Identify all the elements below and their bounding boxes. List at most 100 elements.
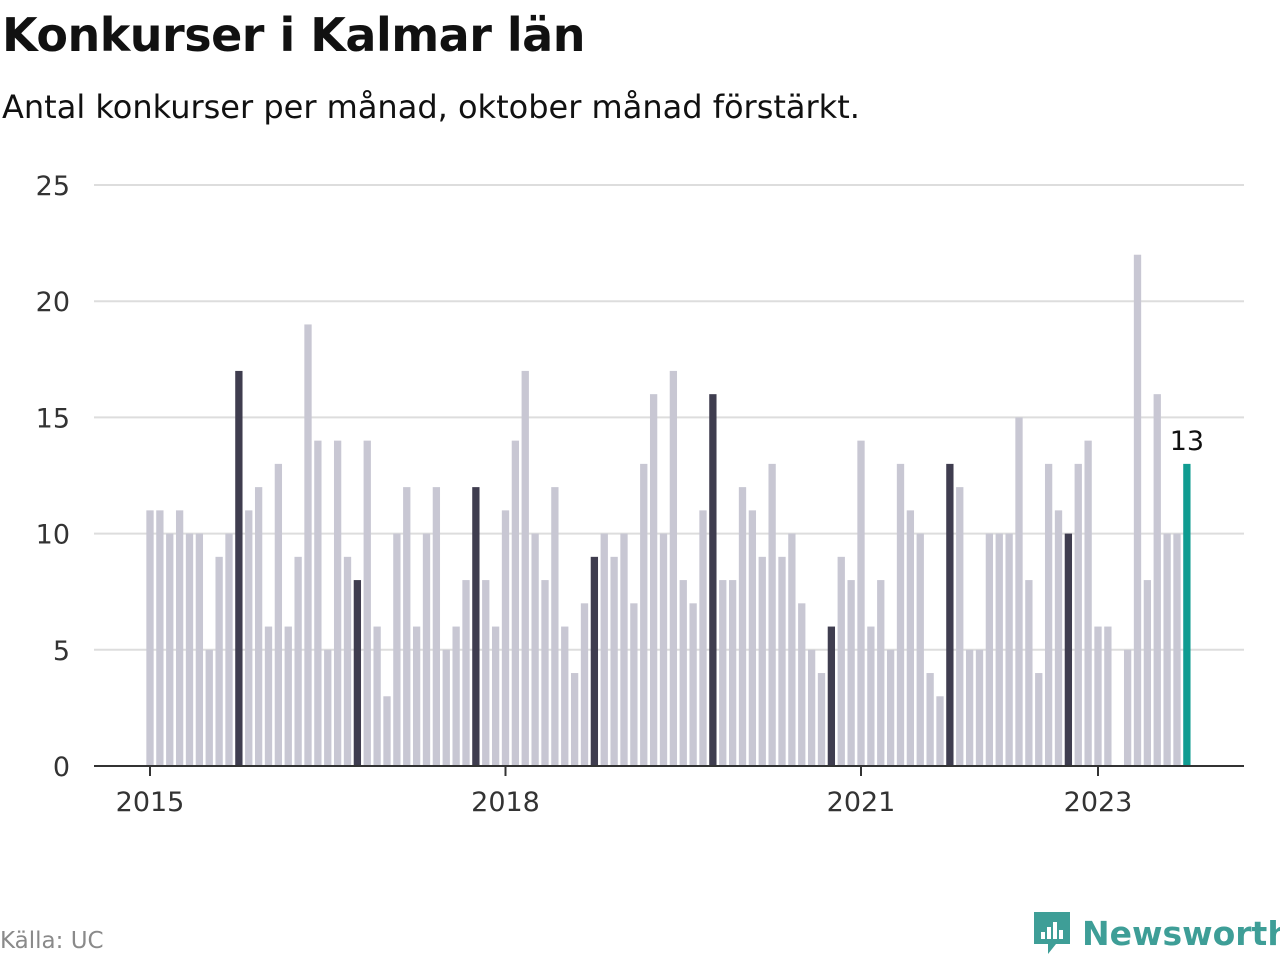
bar [600,533,608,766]
bar [294,556,302,766]
data-labels: 13 [1170,426,1204,457]
x-tick-label: 2021 [827,787,896,818]
bar [649,394,658,766]
bar [877,580,885,766]
bar [1104,626,1112,766]
bar [1094,626,1102,766]
bar [353,580,362,766]
bar [728,580,737,766]
bar [472,487,480,766]
bar [1133,254,1142,766]
bar [541,580,549,766]
bar [1183,463,1191,766]
bar [531,533,539,766]
bar [758,556,766,766]
bar [659,533,668,766]
bar [561,626,569,766]
bar [778,556,786,766]
bar [1084,440,1092,766]
y-axis-ticks: 0 5 10 15 20 25 [36,171,70,783]
bar [383,696,391,766]
x-tick-label: 2015 [116,787,185,818]
x-tick-label: 2023 [1064,787,1133,818]
bar [857,440,865,766]
bar [689,603,697,766]
bar [936,696,944,766]
bar [304,324,312,766]
x-tick-label: 2018 [471,787,540,818]
bar [1035,673,1043,766]
bar [817,673,826,766]
y-tick-label: 0 [53,752,70,783]
bar [1064,533,1073,766]
bar [985,533,994,766]
bar [995,533,1003,766]
bar [195,533,204,766]
bar [896,463,905,766]
bar [412,626,421,766]
bar [393,533,401,766]
bar [175,510,184,766]
bar [314,440,322,766]
bar [156,510,164,766]
bar [630,603,638,766]
bar [946,463,954,766]
bar [956,487,964,766]
y-tick-label: 25 [36,171,70,202]
y-tick-label: 5 [53,636,70,667]
bar [491,626,500,766]
bar [254,487,263,766]
bar [738,487,747,766]
bar [1005,533,1013,766]
bar [442,649,450,766]
bar [709,394,717,766]
bar [1074,463,1082,766]
bar [1123,649,1132,766]
bar [1015,417,1023,766]
brand-logo: Newsworthy [1032,910,1280,956]
bar [965,649,974,766]
bar [1163,533,1171,766]
y-tick-label: 20 [36,287,70,318]
brand-name: Newsworthy [1082,913,1280,953]
bar [521,370,529,766]
bar [245,510,253,766]
bar [620,533,628,766]
bar [274,463,283,766]
bar-chart: 0 5 10 15 20 25 2015 2018 2021 2023 13 [36,171,1244,818]
bar [166,533,174,766]
bar [640,463,648,766]
bar [1153,394,1161,766]
bar [886,649,895,766]
newsworthy-icon [1034,912,1070,954]
bar [679,580,687,766]
bar [551,487,559,766]
bar [768,463,776,766]
y-tick-label: 15 [36,403,70,434]
bar [284,626,292,766]
bar [462,580,470,766]
chart-title: Konkurser i Kalmar län [2,8,585,62]
bar [422,533,431,766]
bar [570,673,579,766]
bar [324,649,332,766]
bar [827,626,836,766]
bar [511,440,520,766]
bar [1143,580,1152,766]
bars [146,254,1191,766]
bar [590,556,599,766]
bar [926,673,934,766]
bar [432,487,441,766]
bar [975,649,984,766]
bar [215,556,223,766]
bar [452,626,460,766]
bar [847,580,855,766]
bar [146,510,154,766]
bar [669,370,678,766]
bar [185,533,194,766]
last-value-label: 13 [1170,426,1204,457]
x-axis-ticks: 2015 2018 2021 2023 [116,766,1133,818]
bar [333,440,342,766]
bar [699,510,707,766]
bar [798,603,806,766]
